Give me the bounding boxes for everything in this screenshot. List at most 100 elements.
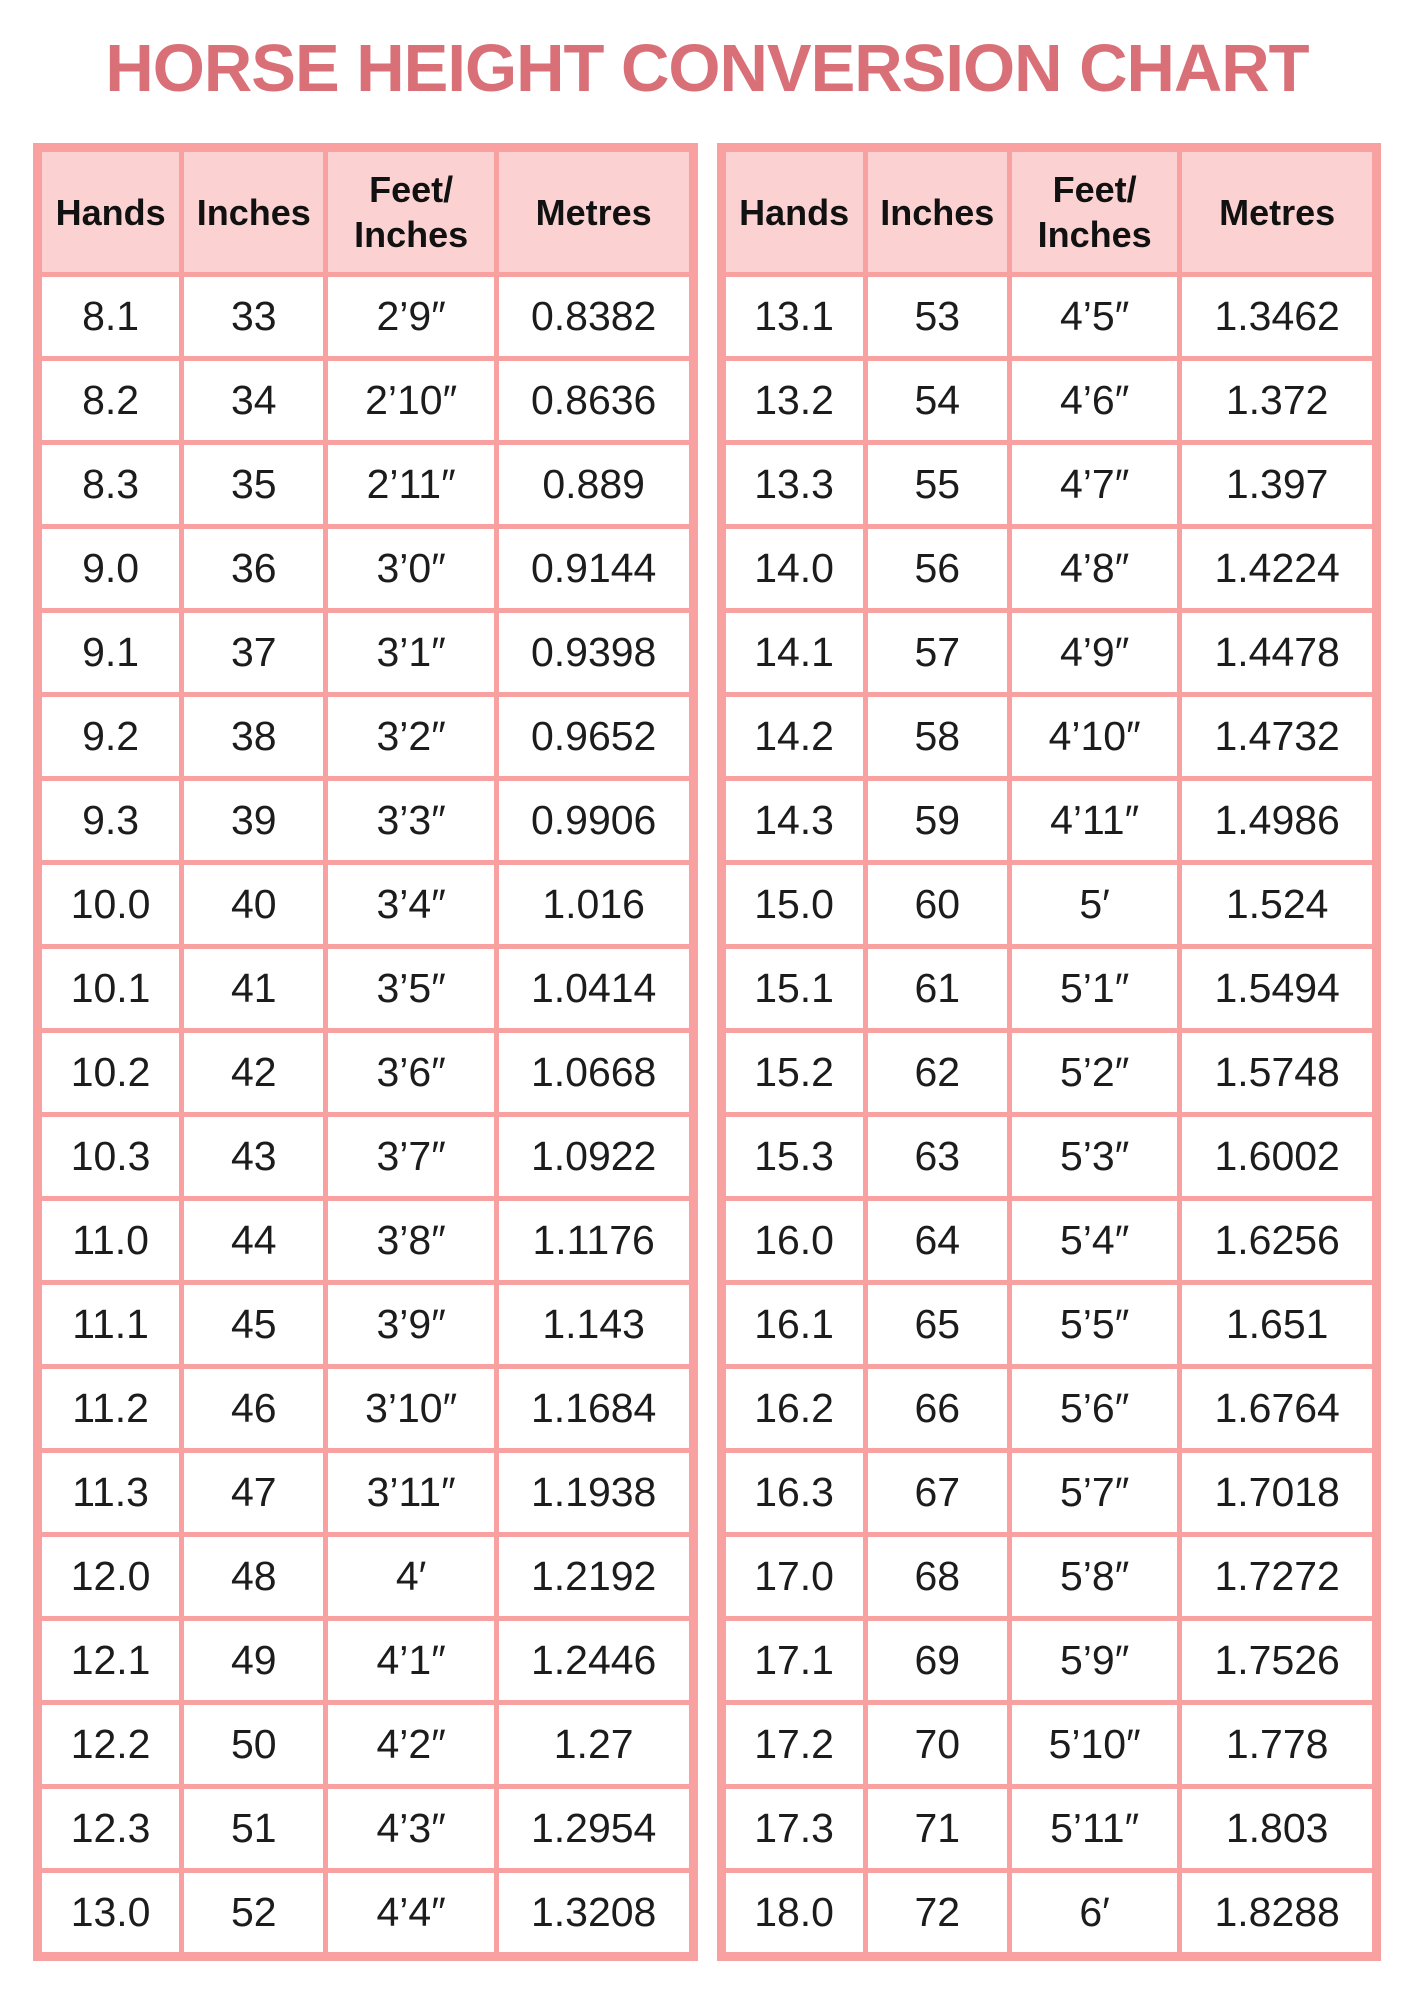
cell-inches: 41 (179, 944, 329, 1033)
cell-metres: 1.2192 (493, 1532, 696, 1621)
cell-metres: 1.6002 (1177, 1112, 1379, 1201)
cell-hands: 17.1 (718, 1616, 868, 1705)
cell-hands: 12.1 (34, 1616, 185, 1705)
cell-metres: 1.3462 (1177, 272, 1379, 361)
cell-hands: 14.3 (718, 776, 868, 865)
cell-inches: 44 (179, 1196, 329, 1285)
header-hands: Hands (34, 145, 185, 277)
cell-metres: 1.27 (493, 1700, 696, 1789)
cell-feet-inches: 5’6″ (1006, 1364, 1183, 1453)
right-table-column: Hands Inches Feet/ Inches Metres 13.1 53 4… (716, 143, 1381, 1961)
cell-inches: 69 (862, 1616, 1012, 1705)
cell-hands: 10.2 (34, 1028, 185, 1117)
table-row: 15.3 63 5’3″ 1.6002 (718, 1112, 1379, 1201)
table-row: 15.1 61 5’1″ 1.5494 (718, 944, 1379, 1033)
cell-inches: 46 (179, 1364, 329, 1453)
cell-hands: 16.2 (718, 1364, 868, 1453)
cell-inches: 48 (179, 1532, 329, 1621)
conversion-table-left: Hands Inches Feet/ Inches Metres 8.1 33 2’… (33, 143, 698, 1961)
cell-inches: 62 (862, 1028, 1012, 1117)
table-row: 14.2 58 4’10″ 1.4732 (718, 692, 1379, 781)
cell-feet-inches: 3’8″ (323, 1196, 499, 1285)
cell-feet-inches: 2’10″ (323, 356, 499, 445)
cell-metres: 1.0922 (493, 1112, 696, 1201)
cell-hands: 9.1 (34, 608, 185, 697)
cell-hands: 10.1 (34, 944, 185, 1033)
cell-inches: 71 (862, 1784, 1012, 1873)
cell-hands: 11.1 (34, 1280, 185, 1369)
table-row: 14.0 56 4’8″ 1.4224 (718, 524, 1379, 613)
cell-hands: 17.2 (718, 1700, 868, 1789)
cell-feet-inches: 4’11″ (1006, 776, 1183, 865)
cell-inches: 58 (862, 692, 1012, 781)
table-row: 13.0 52 4’4″ 1.3208 (34, 1868, 696, 1959)
table-row: 12.1 49 4’1″ 1.2446 (34, 1616, 696, 1705)
cell-metres: 1.4224 (1177, 524, 1379, 613)
cell-metres: 0.8636 (493, 356, 696, 445)
cell-feet-inches: 3’4″ (323, 860, 499, 949)
header-hands: Hands (718, 145, 868, 277)
cell-feet-inches: 4’2″ (323, 1700, 499, 1789)
cell-metres: 1.4732 (1177, 692, 1379, 781)
cell-feet-inches: 3’0″ (323, 524, 499, 613)
cell-metres: 1.524 (1177, 860, 1379, 949)
table-row: 10.0 40 3’4″ 1.016 (34, 860, 696, 949)
cell-feet-inches: 4’7″ (1006, 440, 1183, 529)
cell-inches: 43 (179, 1112, 329, 1201)
cell-feet-inches: 4’4″ (323, 1868, 499, 1959)
cell-feet-inches: 5′ (1006, 860, 1183, 949)
cell-metres: 1.7018 (1177, 1448, 1379, 1537)
cell-hands: 13.0 (34, 1868, 185, 1959)
cell-hands: 16.3 (718, 1448, 868, 1537)
table-row: 8.1 33 2’9″ 0.8382 (34, 272, 696, 361)
cell-feet-inches: 3’2″ (323, 692, 499, 781)
cell-hands: 8.1 (34, 272, 185, 361)
cell-metres: 1.0668 (493, 1028, 696, 1117)
cell-feet-inches: 4’10″ (1006, 692, 1183, 781)
table-row: 8.3 35 2’11″ 0.889 (34, 440, 696, 529)
cell-feet-inches: 3’9″ (323, 1280, 499, 1369)
table-row: 9.2 38 3’2″ 0.9652 (34, 692, 696, 781)
cell-metres: 1.3208 (493, 1868, 696, 1959)
table-row: 11.3 47 3’11″ 1.1938 (34, 1448, 696, 1537)
page-title: HORSE HEIGHT CONVERSION CHART (105, 31, 1309, 106)
cell-inches: 68 (862, 1532, 1012, 1621)
table-row: 16.1 65 5’5″ 1.651 (718, 1280, 1379, 1369)
cell-metres: 1.1938 (493, 1448, 696, 1537)
cell-metres: 1.6764 (1177, 1364, 1379, 1453)
cell-inches: 56 (862, 524, 1012, 613)
cell-feet-inches: 5’9″ (1006, 1616, 1183, 1705)
cell-feet-inches: 4’5″ (1006, 272, 1183, 361)
tables-container: Hands Inches Feet/ Inches Metres 8.1 33 2’… (0, 143, 1414, 1961)
cell-hands: 17.0 (718, 1532, 868, 1621)
cell-inches: 51 (179, 1784, 329, 1873)
table-row: 12.2 50 4’2″ 1.27 (34, 1700, 696, 1789)
table-row: 9.1 37 3’1″ 0.9398 (34, 608, 696, 697)
cell-metres: 1.7526 (1177, 1616, 1379, 1705)
cell-metres: 1.372 (1177, 356, 1379, 445)
cell-inches: 50 (179, 1700, 329, 1789)
cell-inches: 42 (179, 1028, 329, 1117)
cell-inches: 34 (179, 356, 329, 445)
table-row: 8.2 34 2’10″ 0.8636 (34, 356, 696, 445)
cell-metres: 1.2446 (493, 1616, 696, 1705)
table-row: 13.2 54 4’6″ 1.372 (718, 356, 1379, 445)
cell-inches: 55 (862, 440, 1012, 529)
cell-metres: 1.1176 (493, 1196, 696, 1285)
cell-metres: 1.016 (493, 860, 696, 949)
cell-metres: 1.397 (1177, 440, 1379, 529)
table-row: 16.0 64 5’4″ 1.6256 (718, 1196, 1379, 1285)
header-metres: Metres (493, 145, 696, 277)
header-row: Hands Inches Feet/ Inches Metres (718, 145, 1379, 277)
cell-hands: 13.1 (718, 272, 868, 361)
cell-hands: 8.3 (34, 440, 185, 529)
left-table-body: 8.1 33 2’9″ 0.8382 8.2 34 2’10″ 0.8636 8.3 35 2’11… (34, 272, 696, 1959)
table-row: 15.2 62 5’2″ 1.5748 (718, 1028, 1379, 1117)
cell-metres: 1.803 (1177, 1784, 1379, 1873)
cell-metres: 1.651 (1177, 1280, 1379, 1369)
table-row: 16.2 66 5’6″ 1.6764 (718, 1364, 1379, 1453)
table-row: 17.2 70 5’10″ 1.778 (718, 1700, 1379, 1789)
cell-feet-inches: 4’9″ (1006, 608, 1183, 697)
cell-inches: 66 (862, 1364, 1012, 1453)
table-row: 9.3 39 3’3″ 0.9906 (34, 776, 696, 865)
